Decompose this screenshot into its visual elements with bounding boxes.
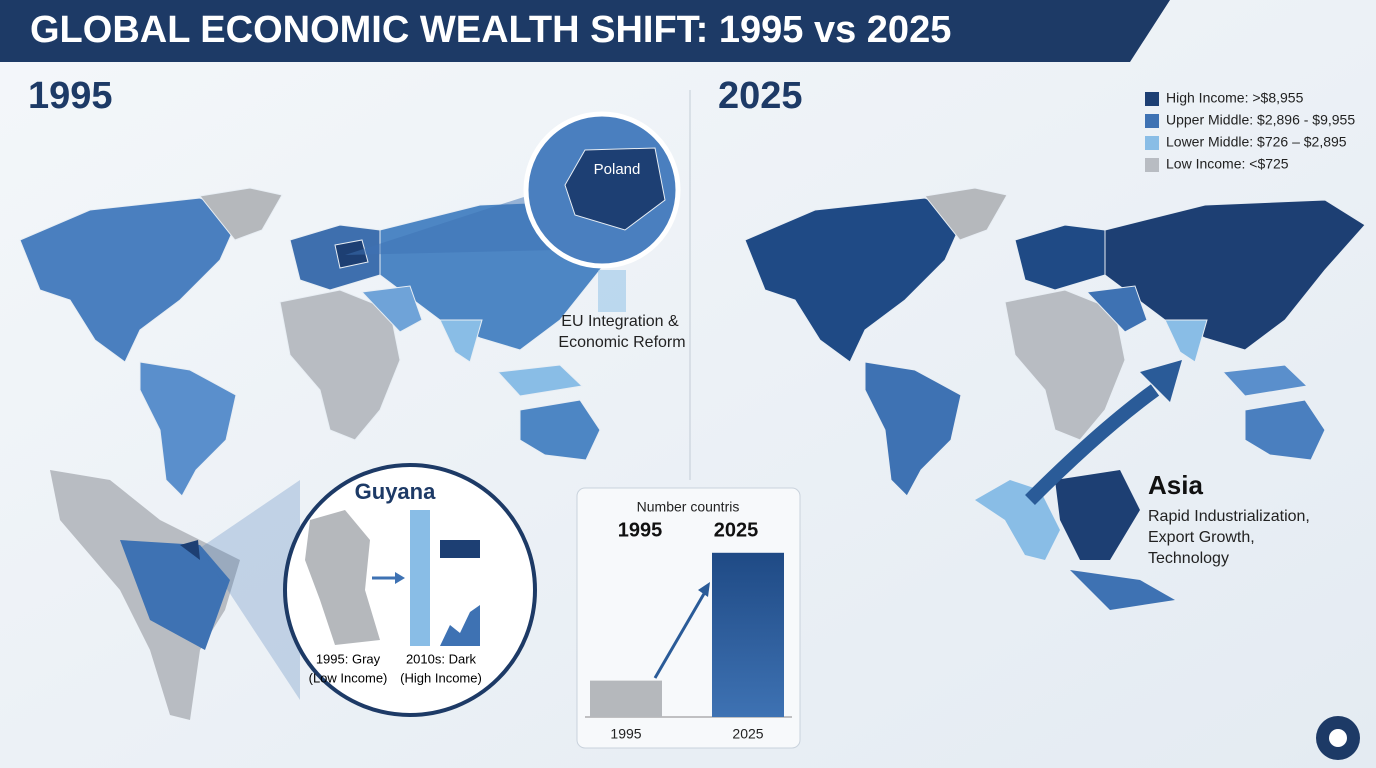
panel-label: 2025: [718, 75, 803, 117]
legend-label: Lower Middle: $726 – $2,895: [1166, 134, 1347, 150]
callout-pointer: [598, 270, 626, 312]
bar-chart: 1995 2025: [585, 552, 792, 742]
column-header: 1995: [618, 519, 663, 541]
legend-label: Low Income: <$725: [1166, 156, 1289, 172]
chart-title: Number countris: [637, 499, 740, 515]
bar-icon: [410, 510, 430, 646]
oil-icon: [440, 540, 480, 558]
title-bar: [0, 0, 1170, 62]
panel-label: 1995: [28, 75, 113, 117]
arrow-head: [698, 582, 710, 597]
note: Technology: [1148, 550, 1229, 567]
arrow: [653, 591, 707, 679]
caption: 2010s: Dark: [406, 651, 477, 666]
legend-label: Upper Middle: $2,896 - $9,955: [1166, 112, 1355, 128]
arrow: [1025, 384, 1160, 505]
bar: [590, 680, 662, 717]
guyana-shape: [305, 510, 380, 645]
legend-swatch: [1145, 158, 1159, 172]
x-tick-label: 2025: [732, 726, 763, 742]
caption: (Low Income): [309, 670, 388, 685]
callout-title: Guyana: [355, 479, 436, 504]
callout-beam: [345, 195, 555, 255]
note: Economic Reform: [558, 334, 685, 351]
column-header: 2025: [714, 519, 759, 541]
legend-swatch: [1145, 114, 1159, 128]
callout-beam: [200, 480, 300, 700]
legend-swatch: [1145, 92, 1159, 106]
growth-icon: [440, 605, 480, 646]
caption: 1995: Gray: [316, 651, 381, 666]
x-tick-label: 1995: [610, 726, 641, 742]
legend-label: High Income: >$8,955: [1166, 90, 1304, 106]
logo: [1329, 729, 1347, 747]
inset-map: [1070, 570, 1175, 610]
arrow-head: [395, 572, 405, 584]
inset-map: [1055, 470, 1140, 560]
title: GLOBAL ECONOMIC WEALTH SHIFT: 1995 vs 20…: [30, 9, 951, 51]
region: [120, 540, 230, 650]
caption: (High Income): [400, 670, 482, 685]
legend: High Income: >$8,955 Upper Middle: $2,896…: [1145, 90, 1355, 172]
callout-title: Asia: [1148, 470, 1203, 500]
guyana-shape: [180, 540, 200, 560]
note: Rapid Industrialization,: [1148, 508, 1310, 525]
legend-swatch: [1145, 136, 1159, 150]
note: EU Integration &: [561, 313, 679, 330]
bar: [712, 552, 784, 717]
arrow-head: [1140, 360, 1182, 402]
note: Export Growth,: [1148, 529, 1255, 546]
callout-label: Poland: [594, 161, 641, 178]
poland-shape: [564, 147, 666, 231]
